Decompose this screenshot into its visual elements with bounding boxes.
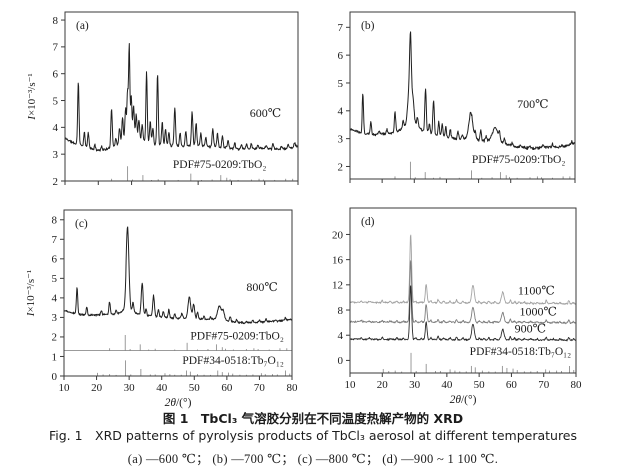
- x-tick-label: 20: [91, 382, 103, 394]
- temperature-label: 900℃: [515, 322, 546, 336]
- plot-frame: [64, 11, 299, 182]
- y-tick-label: 8: [53, 15, 59, 27]
- caption-chinese: 图 1 TbCl₃ 气溶胶分别在不同温度热解产物的 XRD: [162, 411, 464, 426]
- x-tick-label: 30: [409, 379, 421, 391]
- y-tick-label: 7: [52, 234, 58, 246]
- caption-subpanel-temps: (a) —600 ℃； (b) —700 ℃； (c) —800 ℃； (d) …: [127, 452, 499, 466]
- x-tick-label: 50: [474, 379, 486, 391]
- panel-b: PDF#75-0209:TbO₂ 2 3 4 5 6 7 (b) 700℃: [338, 11, 576, 183]
- x-tick-label: 60: [221, 382, 233, 394]
- x-tick-label: 80: [571, 379, 583, 391]
- y-tick-label: 8: [52, 215, 58, 227]
- temperature-label: 1000℃: [520, 304, 557, 318]
- temperature-label: 700℃: [517, 97, 548, 111]
- x-tick-label: 30: [124, 382, 136, 394]
- y-tick-label: 4: [53, 122, 59, 134]
- curve-800C: [63, 226, 293, 325]
- y-tick-label: 5: [53, 95, 59, 107]
- y-tick-label: 6: [53, 68, 59, 80]
- plot-frame: [63, 209, 293, 377]
- y-tick-label: 2: [52, 332, 58, 344]
- y-tick-label: 7: [53, 42, 59, 54]
- temperature-label: 800℃: [246, 280, 277, 294]
- ref-label-Tb7O12: PDF#34-0518:Tb₇O₁₂: [470, 346, 571, 358]
- x-tick-label: 20: [377, 379, 389, 391]
- ref-sticks-TbO2: [109, 334, 288, 351]
- panel-c: PDF#75-0209:TbO₂ PDF#34-0518:Tb₇O₁₂ 0 1 2 3 4 5…: [25, 209, 299, 409]
- y-tick-label: 7: [338, 22, 344, 34]
- y-tick-label: 5: [338, 78, 344, 90]
- plot-frame: [349, 207, 577, 374]
- figure-caption: 图 1 TbCl₃ 气溶胶分别在不同温度热解产物的 XRD Fig. 1 XRD…: [0, 410, 626, 467]
- panel-letter: (c): [75, 218, 88, 230]
- x-tick-label: 70: [538, 379, 550, 391]
- panel-letter: (a): [76, 20, 89, 32]
- y-tick-label: 4: [338, 106, 344, 118]
- y-tick-label: 3: [52, 312, 58, 324]
- y-tick-label: 6: [338, 50, 344, 62]
- curve-1100C: [349, 234, 577, 305]
- y-tick-label: 20: [332, 229, 344, 241]
- y-tick-label: 3: [338, 133, 344, 145]
- y-tick-label: 5: [52, 273, 58, 285]
- panel-d: PDF#34-0518:Tb₇O₁₂ 0 4 8 12 16 20 10 20 30 40 50 60 7…: [332, 207, 583, 406]
- y-axis-title: I×10⁻³/s⁻¹: [26, 73, 38, 120]
- ref-label-Tb7O12: PDF#34-0518:Tb₇O₁₂: [182, 355, 283, 367]
- caption-english: Fig. 1 XRD patterns of pyrolysis product…: [48, 428, 578, 443]
- y-tick-label: 2: [53, 176, 59, 188]
- x-tick-label: 40: [441, 379, 453, 391]
- temperature-label: 600℃: [250, 106, 281, 120]
- y-tick-label: 12: [332, 280, 343, 292]
- y-tick-label: 16: [332, 254, 344, 266]
- x-tick-label: 70: [254, 382, 266, 394]
- y-tick-label: 4: [52, 293, 58, 305]
- x-tick-label: 80: [287, 382, 299, 394]
- temperature-label: 1100℃: [518, 283, 555, 297]
- x-tick-label: 50: [189, 382, 201, 394]
- y-tick-label: 0: [338, 355, 344, 367]
- x-tick-label: 10: [59, 382, 71, 394]
- plot-frame: [349, 11, 576, 180]
- y-tick-label: 3: [53, 149, 59, 161]
- panel-a: PDF#75-0209:TbO₂ 2 3 4 5 6 7 8 I×10⁻³/s⁻¹ (a) 600℃: [26, 11, 299, 188]
- ref-label-TbO2: PDF#75-0209:TbO₂: [173, 159, 266, 171]
- x-tick-label: 40: [156, 382, 168, 394]
- x-axis-title: 2θ/(°): [450, 394, 477, 406]
- x-tick-label: 60: [506, 379, 518, 391]
- x-tick-label: 10: [345, 379, 357, 391]
- curve-600C: [64, 43, 299, 152]
- y-tick-label: 4: [338, 330, 344, 342]
- y-tick-label: 6: [52, 254, 58, 266]
- x-axis-title: 2θ/(°): [165, 397, 192, 409]
- ref-label-TbO2: PDF#75-0209:TbO₂: [190, 330, 283, 342]
- y-tick-label: 1: [52, 351, 58, 363]
- panel-letter: (d): [361, 216, 375, 228]
- curve-1000C: [349, 260, 577, 325]
- panel-letter: (b): [361, 20, 375, 32]
- y-tick-label: 2: [338, 161, 344, 173]
- y-tick-label: 0: [52, 371, 58, 383]
- y-tick-label: 8: [338, 305, 344, 317]
- ref-sticks-TbO2: [394, 161, 571, 179]
- curve-900C: [349, 285, 577, 342]
- y-axis-title: I×10⁻³/s⁻¹: [25, 270, 37, 317]
- curve-700C: [349, 31, 576, 151]
- ref-label-TbO2: PDF#75-0209:TbO₂: [472, 154, 565, 166]
